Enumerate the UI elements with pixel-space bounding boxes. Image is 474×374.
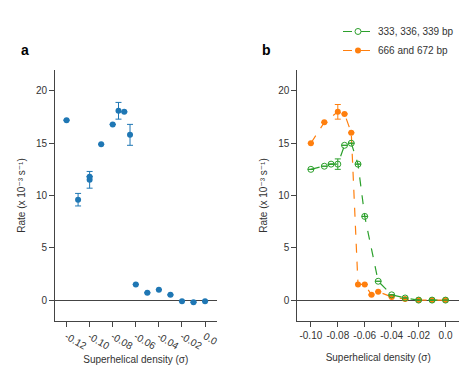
svg-text:5: 5 — [41, 242, 47, 253]
svg-text:-0.06: -0.06 — [132, 331, 158, 352]
svg-text:Rate (x 10⁻³ s⁻¹): Rate (x 10⁻³ s⁻¹) — [16, 158, 27, 232]
svg-text:Superhelical density (σ): Superhelical density (σ) — [83, 354, 188, 365]
svg-text:Rate (x 10⁻³ s⁻¹): Rate (x 10⁻³ s⁻¹) — [258, 158, 269, 232]
svg-text:a: a — [21, 42, 29, 58]
svg-text:Superhelical density (σ): Superhelical density (σ) — [326, 352, 431, 363]
svg-text:-0.10: -0.10 — [86, 331, 112, 352]
svg-text:-0.06: -0.06 — [353, 330, 376, 341]
svg-text:0: 0 — [284, 295, 290, 306]
svg-text:-0.02: -0.02 — [178, 331, 204, 352]
svg-text:20: 20 — [278, 85, 290, 96]
svg-text:20: 20 — [36, 85, 48, 96]
svg-text:-0.04: -0.04 — [155, 331, 181, 352]
svg-text:b: b — [262, 42, 271, 58]
svg-text:5: 5 — [284, 242, 290, 253]
svg-text:10: 10 — [36, 190, 48, 201]
svg-text:-0.04: -0.04 — [380, 330, 403, 341]
svg-text:15: 15 — [36, 138, 48, 149]
svg-text:10: 10 — [278, 190, 290, 201]
svg-text:-0.12: -0.12 — [63, 331, 89, 352]
svg-text:0.0: 0.0 — [439, 330, 453, 341]
svg-text:0.0: 0.0 — [202, 331, 220, 348]
svg-text:0: 0 — [41, 295, 47, 306]
svg-text:-0.02: -0.02 — [407, 330, 430, 341]
svg-text:-0.10: -0.10 — [299, 330, 322, 341]
svg-text:-0.08: -0.08 — [326, 330, 349, 341]
svg-text:15: 15 — [278, 138, 290, 149]
svg-text:333, 336, 339 bp: 333, 336, 339 bp — [378, 26, 454, 37]
svg-text:-0.08: -0.08 — [109, 331, 135, 352]
svg-text:666 and 672 bp: 666 and 672 bp — [378, 45, 448, 56]
